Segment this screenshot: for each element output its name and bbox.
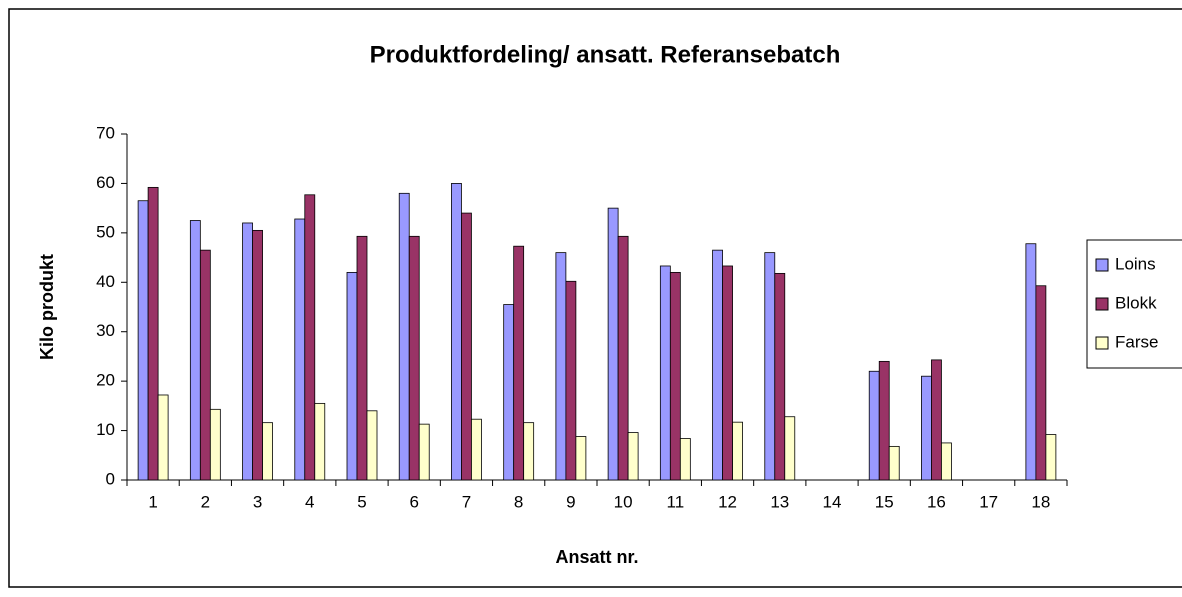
bar [418, 423, 430, 481]
y-tick-label: 70 [96, 123, 115, 142]
bar [209, 408, 221, 481]
bar [679, 438, 691, 481]
x-tick-label: 1 [148, 492, 157, 511]
legend-label: Farse [1115, 332, 1158, 351]
bar [408, 235, 420, 481]
chart-title: Produktfordeling/ ansatt. Referansebatch [370, 41, 841, 68]
bar [398, 192, 410, 481]
x-tick-label: 6 [409, 492, 418, 511]
bar [356, 235, 368, 481]
y-tick-label: 30 [96, 321, 115, 340]
bar [565, 280, 577, 481]
bar [941, 442, 952, 481]
y-tick-label: 40 [96, 272, 115, 291]
x-tick-label: 14 [823, 492, 842, 511]
bar [627, 432, 639, 481]
bar [575, 436, 587, 481]
bar [1035, 285, 1047, 481]
legend-swatch [1095, 336, 1109, 350]
x-tick-label: 5 [357, 492, 366, 511]
bar [471, 418, 482, 481]
bar [366, 410, 378, 481]
bar [878, 360, 890, 481]
legend-label: Blokk [1115, 293, 1157, 312]
bar [555, 252, 567, 481]
x-tick-label: 15 [875, 492, 894, 511]
bar [764, 252, 776, 481]
bar [617, 235, 629, 481]
y-tick-label: 20 [96, 371, 115, 390]
bar [451, 183, 462, 481]
bar [157, 394, 169, 481]
x-tick-label: 8 [514, 492, 523, 511]
bar [346, 271, 358, 481]
bar [712, 249, 723, 481]
legend-label: Loins [1115, 254, 1156, 273]
legend-swatch [1095, 297, 1109, 311]
x-tick-label: 2 [201, 492, 210, 511]
x-tick-label: 4 [305, 492, 314, 511]
bar [461, 212, 472, 481]
bar [147, 186, 159, 481]
bar [189, 220, 201, 481]
bar [607, 207, 619, 481]
bar [921, 375, 932, 481]
x-tick-label: 18 [1031, 492, 1050, 511]
bar [1025, 243, 1037, 481]
y-tick-label: 0 [106, 469, 115, 488]
y-axis-title: Kilo produkt [37, 254, 57, 360]
bar [931, 359, 942, 481]
bar [774, 272, 786, 481]
x-tick-label: 9 [566, 492, 575, 511]
bar [659, 265, 671, 481]
bar [503, 304, 515, 481]
chart-frame [8, 8, 1182, 588]
bar [262, 422, 273, 481]
bar [199, 249, 211, 481]
bar [137, 200, 149, 481]
bar [242, 222, 253, 481]
bar [732, 421, 743, 481]
bar [252, 229, 263, 481]
bar [784, 416, 796, 481]
bar [1045, 434, 1057, 481]
bar [669, 271, 681, 481]
bar [513, 245, 525, 481]
x-axis-title: Ansatt nr. [555, 547, 638, 567]
x-tick-label: 12 [718, 492, 737, 511]
y-tick-label: 10 [96, 420, 115, 439]
bar [304, 194, 316, 481]
y-tick-label: 50 [96, 222, 115, 241]
x-tick-label: 3 [253, 492, 262, 511]
y-tick-label: 60 [96, 173, 115, 192]
x-tick-label: 11 [667, 492, 685, 511]
x-tick-label: 10 [614, 492, 633, 511]
bar [294, 218, 306, 481]
x-tick-label: 16 [927, 492, 946, 511]
x-tick-label: 17 [979, 492, 998, 511]
x-tick-label: 13 [770, 492, 789, 511]
x-tick-label: 7 [462, 492, 471, 511]
bar [314, 402, 326, 481]
bar [868, 370, 880, 481]
bar [722, 265, 733, 481]
legend-swatch [1095, 258, 1109, 272]
bar [888, 445, 900, 481]
bar [523, 422, 535, 481]
